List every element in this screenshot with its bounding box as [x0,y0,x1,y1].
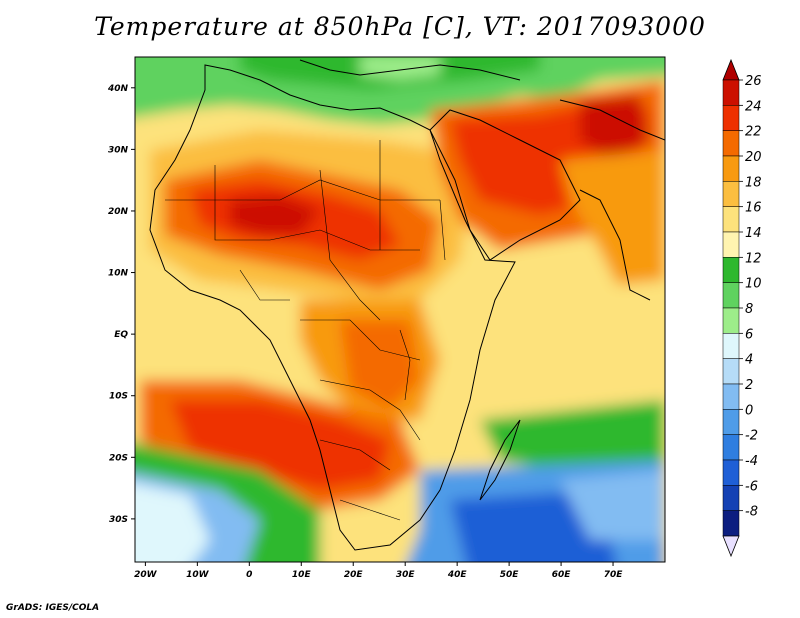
x-tick-label: 30E [396,570,416,580]
colorbar-segment [722,510,740,537]
colorbar-label: 6 [745,327,753,342]
colorbar-label: 8 [745,302,753,317]
y-tick-label: 40N [107,84,129,94]
x-tick-label: 70E [604,570,624,580]
x-tick-label: 0 [246,570,252,580]
colorbar-label: 24 [745,99,762,114]
y-tick-label: 30N [108,145,129,155]
x-tick-label: 40E [447,570,468,580]
colorbar-label: 18 [745,175,762,190]
colorbar-segment [722,383,740,410]
colorbar-label: 20 [745,150,762,165]
y-axis-ticks: 40N 30N 20N 10N EQ 10S 20S 30S [107,84,135,525]
colorbar-segment [722,333,740,359]
colorbar-label: 0 [745,403,753,418]
colorbar-label: 12 [745,251,762,266]
coastlines [149,59,665,551]
colorbar-segment [722,409,740,435]
y-tick-label: 20N [108,207,129,217]
colorbar-segment [722,79,740,106]
colorbar-label: 26 [745,74,762,89]
colorbar-segment [722,282,740,309]
colorbar-segment [722,485,740,511]
colorbar-label: 22 [745,125,762,140]
x-tick-label: 50E [500,570,520,580]
colorbar-segment [722,307,740,334]
x-tick-label: 20E [344,570,364,580]
y-tick-label: EQ [114,330,128,340]
colorbar-segment [722,257,740,283]
plot-frame [134,56,666,563]
y-tick-label: 10S [109,392,128,402]
colorbar-segment [722,181,740,207]
colorbar-label: -8 [745,505,758,520]
x-axis-ticks: 20W 10W 0 10E 20E 30E 40E 50E 60E 70E [134,562,623,580]
colorbar-segment [722,358,740,385]
colorbar-segment [722,130,740,157]
colorbar-label: -4 [745,454,758,469]
colorbar-segment [722,459,740,486]
country-borders [165,140,446,521]
colorbar-segment [722,155,740,182]
y-tick-label: 10N [108,269,129,279]
colorbar-label: 16 [745,201,762,216]
colorbar-bottom-arrow [722,535,740,558]
x-tick-label: 60E [552,570,572,580]
x-tick-label: 10W [186,570,210,580]
colorbar-label: 10 [745,277,762,292]
footer-credit: GrADS: IGES/COLA [6,603,100,613]
x-tick-label: 10E [292,570,312,580]
colorbar-label: 4 [745,353,753,368]
colorbar-label: -2 [745,429,758,444]
colorbar-segment [722,206,740,233]
colorbar-top-arrow [722,58,740,81]
x-tick-label: 20W [134,570,158,580]
colorbar-segment [722,434,740,461]
map-title: Temperature at 850hPa [C], VT: 201709300… [94,12,706,41]
colorbar-label: 2 [745,378,753,393]
y-tick-label: 30S [109,515,128,525]
colorbar-segment [722,105,740,131]
colorbar-segment [722,231,740,258]
colorbar-label: 14 [745,226,762,241]
temperature-field [135,57,665,562]
y-tick-label: 20S [109,453,128,463]
colorbar-label: -6 [745,479,758,494]
